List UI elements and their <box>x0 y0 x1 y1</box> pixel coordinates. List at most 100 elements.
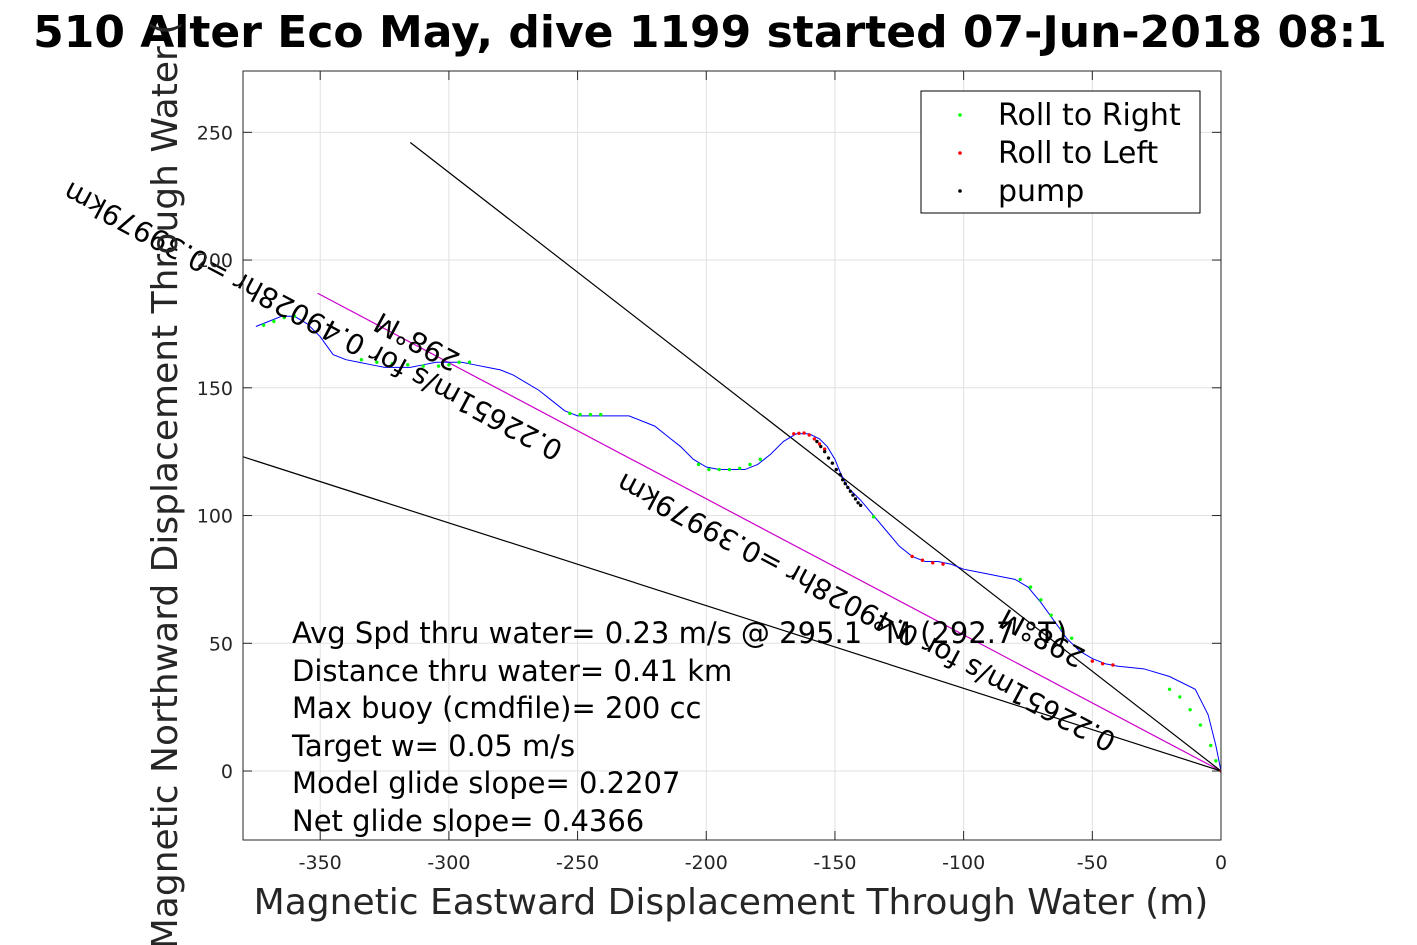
reference-line-line-b <box>243 456 1221 772</box>
roll-left-marker <box>931 561 935 565</box>
annotation-distance: Distance thru water= 0.41 km <box>292 654 732 688</box>
roll-right-marker <box>272 319 276 324</box>
roll-left-marker <box>822 447 827 451</box>
roll-right-marker <box>717 467 721 472</box>
y-tick-label: 150 <box>197 378 233 400</box>
roll-right-marker <box>707 467 711 472</box>
annotation-model-glide: Model glide slope= 0.2207 <box>292 766 680 800</box>
roll-right-marker <box>467 360 472 364</box>
pump-marker <box>826 456 831 460</box>
roll-right-marker <box>727 467 732 472</box>
roll-right-marker <box>1214 759 1218 763</box>
roll-right-marker <box>1080 649 1084 653</box>
roll-right-marker <box>282 315 286 320</box>
y-tick-label: 0 <box>221 761 233 783</box>
roll-right-marker <box>578 412 582 417</box>
legend: Roll to Right Roll to Left pump <box>920 90 1201 214</box>
pump-marker <box>840 478 845 482</box>
y-tick-labels: 0 50 100 150 200 250 <box>197 122 233 783</box>
roll-right-marker <box>1178 695 1182 699</box>
pump-marker <box>846 485 850 490</box>
track-line <box>255 315 1221 772</box>
roll-right-marker <box>447 363 451 367</box>
roll-left-marker <box>792 432 796 436</box>
legend-box <box>920 90 1201 214</box>
legend-label-pump: pump <box>998 174 1084 209</box>
annotation-net-glide: Net glide slope= 0.4366 <box>292 804 644 838</box>
roll-right-marker <box>1198 723 1203 727</box>
x-tick-labels: -350 -300 -250 -200 -150 -100 -50 0 <box>299 852 1227 874</box>
pump-marker <box>838 472 842 477</box>
annotation-avg-speed: Avg Spd thru water= 0.23 m/s @ 295.1 °M … <box>292 616 1067 650</box>
annotation-block: Avg Spd thru water= 0.23 m/s @ 295.1 °M … <box>291 616 1067 838</box>
roll-right-marker <box>871 515 876 519</box>
y-tick-label: 100 <box>197 506 233 528</box>
pump-marker <box>858 503 863 508</box>
roll-right-marker <box>758 457 763 462</box>
roll-right-marker <box>748 462 752 467</box>
roll-right-marker <box>375 360 379 364</box>
y-tick-label: 250 <box>197 122 233 144</box>
roll-right-marker <box>696 462 701 467</box>
marker-group <box>261 314 1221 773</box>
x-tick-label: -50 <box>1077 852 1108 874</box>
pump-marker <box>834 467 838 472</box>
roll-right-marker <box>406 363 410 367</box>
roll-right-marker <box>292 314 297 318</box>
x-tick-label: -250 <box>556 852 599 874</box>
pump-marker <box>830 461 835 465</box>
roll-right-marker <box>588 412 593 417</box>
pump-marker <box>843 481 847 486</box>
x-tick-label: 0 <box>1215 852 1227 874</box>
roll-right-marker <box>1049 613 1053 617</box>
roll-left-marker <box>910 554 914 559</box>
x-tick-label: -350 <box>299 852 342 874</box>
roll-right-marker <box>261 323 266 327</box>
pump-marker <box>815 439 819 444</box>
roll-left-marker <box>1090 659 1095 663</box>
reference-lines <box>243 142 1221 772</box>
reference-line-net-track <box>317 292 1221 772</box>
track-line-group <box>255 315 1221 772</box>
y-tick-label: 200 <box>197 250 233 272</box>
pump-marker <box>851 493 855 497</box>
legend-marker-pump <box>958 189 962 193</box>
annotation-max-buoy: Max buoy (cmdfile)= 200 cc <box>292 691 701 725</box>
y-tick-label: 50 <box>209 633 233 655</box>
roll-right-marker <box>1018 577 1022 582</box>
roll-left-marker <box>802 431 806 435</box>
roll-right-marker <box>568 411 572 416</box>
y-axis-label: Magnetic Northward Displacement Through … <box>145 21 186 945</box>
x-axis-label: Magnetic Eastward Displacement Through W… <box>254 882 1209 923</box>
roll-left-marker <box>812 437 817 441</box>
roll-left-marker <box>1111 663 1115 667</box>
pump-marker <box>853 497 858 501</box>
x-tick-label: -100 <box>942 852 985 874</box>
axis-ticks <box>243 71 1222 840</box>
legend-label-roll-left: Roll to Left <box>998 136 1158 171</box>
plot-frame <box>242 70 1222 841</box>
pump-marker <box>822 449 827 454</box>
x-tick-label: -300 <box>427 852 470 874</box>
roll-right-marker <box>1059 626 1064 630</box>
roll-right-marker <box>738 466 742 470</box>
reference-line-line-a <box>409 142 1221 772</box>
roll-left-marker <box>807 433 811 437</box>
roll-right-marker <box>599 412 603 417</box>
roll-right-marker <box>1167 687 1172 691</box>
roll-right-marker <box>457 360 461 364</box>
roll-left-marker <box>1100 662 1105 666</box>
pump-marker <box>819 444 823 449</box>
roll-right-marker <box>1188 708 1192 712</box>
roll-right-marker <box>1070 636 1074 640</box>
roll-right-marker <box>436 364 441 368</box>
x-tick-label: -150 <box>813 852 856 874</box>
pump-marker <box>856 501 860 505</box>
pump-marker <box>848 489 853 493</box>
roll-left-marker <box>920 558 925 562</box>
roll-right-marker <box>421 364 425 368</box>
roll-right-marker <box>390 361 394 366</box>
legend-label-roll-right: Roll to Right <box>998 98 1181 133</box>
chart-title: 510 Alter Eco May, dive 1199 started 07-… <box>33 7 1387 58</box>
